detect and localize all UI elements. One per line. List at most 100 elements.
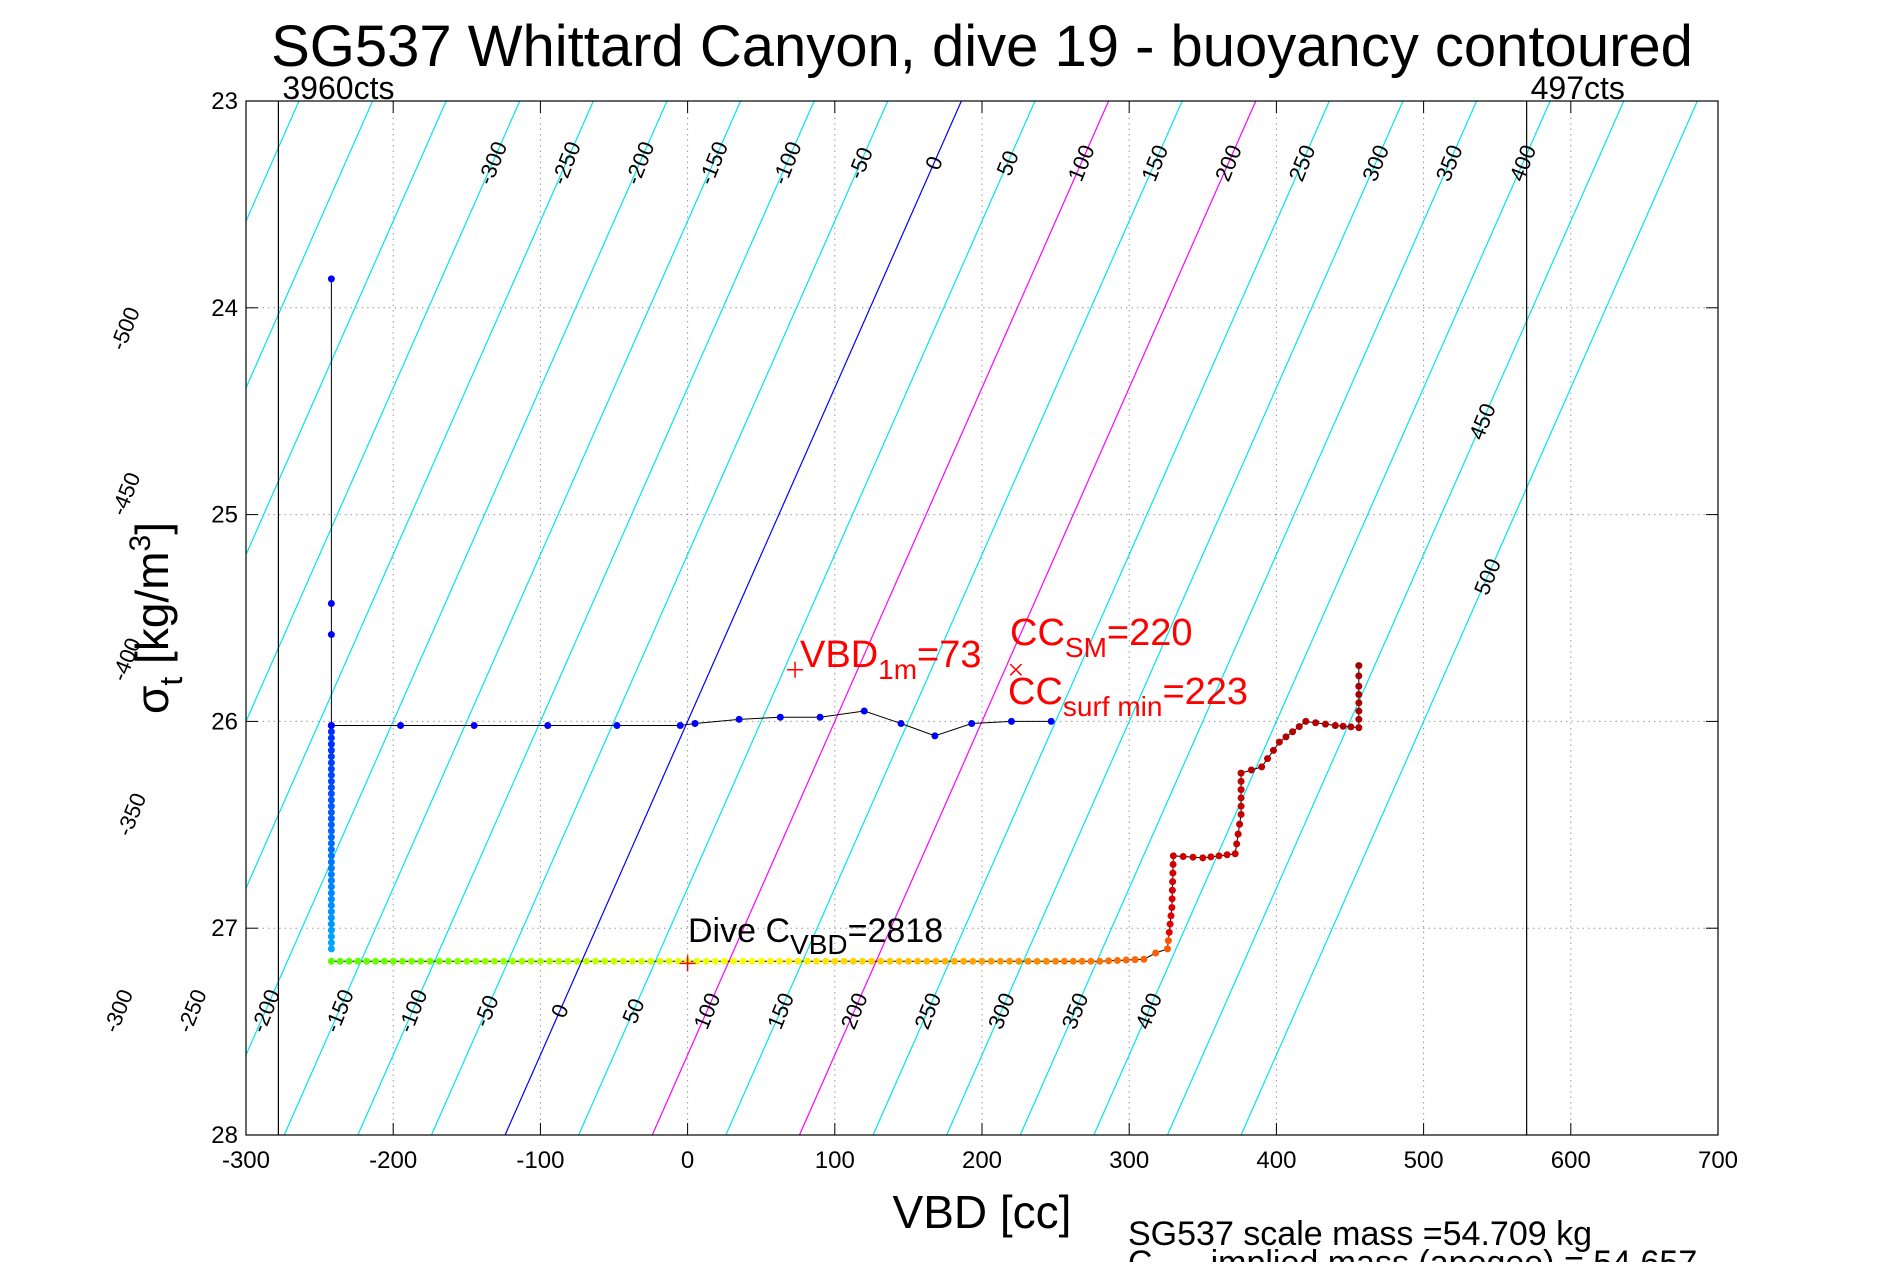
climb-point: [1237, 786, 1245, 794]
climb-point: [1339, 722, 1347, 730]
dive-point: [327, 753, 335, 761]
vbd-1m-value: =73: [917, 634, 981, 676]
contour-line: [246, 101, 521, 723]
contour-line: [246, 101, 447, 557]
dive-point: [327, 926, 335, 934]
climb-point: [1237, 777, 1245, 785]
climb-point: [327, 957, 335, 965]
cc-sm-value: =220: [1107, 612, 1193, 654]
dive-point: [327, 759, 335, 767]
climb-point: [1052, 957, 1060, 965]
climb-point: [509, 957, 517, 965]
x-tick-label: 0: [681, 1147, 694, 1174]
dive-point: [327, 275, 335, 283]
dive-point: [327, 765, 335, 773]
climb-point: [1331, 722, 1339, 730]
climb-point: [426, 957, 434, 965]
dive-point: [327, 600, 335, 608]
dive-point: [327, 833, 335, 841]
climb-point: [1355, 715, 1363, 723]
climb-point: [757, 957, 765, 965]
climb-point: [1355, 672, 1363, 680]
dive-point: [776, 713, 784, 721]
climb-point: [454, 957, 462, 965]
climb-point: [656, 957, 664, 965]
climb-point: [619, 957, 627, 965]
climb-point: [941, 957, 949, 965]
cc-surf-min-annotation: CCsurf min=223: [1008, 671, 1248, 722]
climb-point: [1258, 763, 1266, 771]
x-tick-label: 500: [1404, 1147, 1444, 1174]
climb-point: [1169, 869, 1177, 877]
climb-point: [1269, 746, 1277, 754]
climb-point: [1167, 912, 1175, 920]
y-axis-label-sub: t: [153, 677, 189, 686]
climb-point: [1289, 728, 1297, 736]
cc-surf-min-sub: surf min: [1063, 691, 1163, 722]
climb-point: [1207, 853, 1215, 861]
climb-point: [628, 957, 636, 965]
climb-point: [345, 957, 353, 965]
x-tick-label: -300: [222, 1147, 270, 1174]
cc-sm-annotation: CCSM=220: [1010, 612, 1192, 663]
contour-line: [578, 101, 1036, 1135]
climb-point: [1105, 957, 1113, 965]
dive-point: [931, 732, 939, 740]
footer-implied-mass-prefix: C: [1128, 1244, 1153, 1262]
climb-point: [1165, 928, 1173, 936]
climb-point: [914, 957, 922, 965]
climb-point: [1015, 957, 1023, 965]
climb-point: [500, 957, 508, 965]
climb-point: [1006, 957, 1014, 965]
dive-c-vbd-value: =2818: [848, 912, 944, 950]
cc-surf-min-main: CC: [1008, 671, 1063, 713]
climb-point: [831, 957, 839, 965]
climb-point: [444, 957, 452, 965]
climb-point: [720, 957, 728, 965]
dive-point: [327, 740, 335, 748]
dive-point: [327, 883, 335, 891]
climb-point: [1236, 820, 1244, 828]
climb-point: [582, 957, 590, 965]
climb-point: [1264, 755, 1272, 763]
dive-c-vbd-main: Dive C: [688, 912, 790, 950]
climb-point: [1033, 957, 1041, 965]
vbd-limit-label: 497cts: [1531, 70, 1625, 106]
dive-point: [327, 827, 335, 835]
climb-point: [380, 957, 388, 965]
y-axis-label-units: [kg/m: [126, 551, 178, 676]
climb-point: [647, 957, 655, 965]
climb-point: [398, 957, 406, 965]
contour-line: [357, 101, 815, 1135]
x-tick-label: 600: [1551, 1147, 1591, 1174]
dive-point: [327, 728, 335, 736]
cc-surf-min-value: =223: [1162, 671, 1248, 713]
footer-implied-mass-rest: implied mass (apogee) = 54.657: [1211, 1244, 1698, 1262]
climb-point: [730, 957, 738, 965]
climb-point: [592, 957, 600, 965]
dive-point: [327, 914, 335, 922]
vbd-1m-sub: 1m: [878, 654, 917, 685]
contour-line: [1019, 101, 1478, 1135]
climb-point: [776, 957, 784, 965]
climb-point: [389, 957, 397, 965]
dive-point: [327, 784, 335, 792]
y-axis-label-close: ]: [126, 522, 178, 535]
y-tick-label: 26: [211, 708, 238, 735]
dive-point: [397, 722, 405, 730]
climb-point: [363, 957, 371, 965]
x-tick-label: 700: [1698, 1147, 1738, 1174]
climb-point: [1163, 945, 1171, 953]
contour-line: [246, 101, 668, 1057]
climb-point: [564, 957, 572, 965]
climb-point: [481, 957, 489, 965]
climb-point: [969, 957, 977, 965]
climb-point: [1069, 957, 1077, 965]
dive-point: [327, 939, 335, 947]
climb-point: [1231, 850, 1239, 858]
climb-point: [463, 957, 471, 965]
dive-point: [327, 864, 335, 872]
dive-point: [327, 908, 335, 916]
y-tick-label: 23: [211, 88, 238, 115]
